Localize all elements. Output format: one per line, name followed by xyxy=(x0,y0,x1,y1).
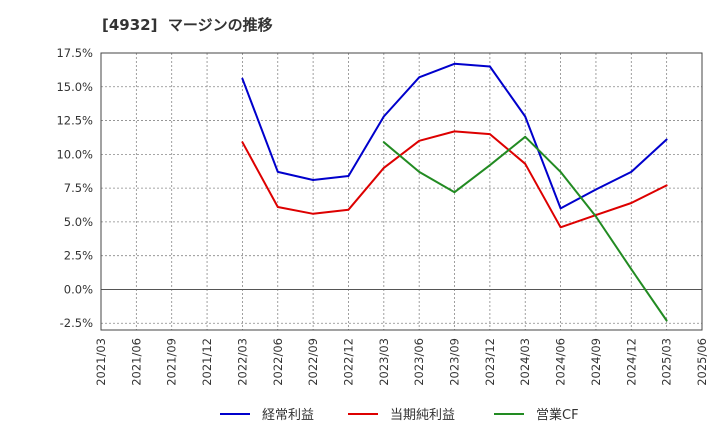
plot-area-border xyxy=(100,52,703,331)
data-point xyxy=(311,178,316,183)
data-point xyxy=(417,169,422,174)
x-tick-label: 2025/06 xyxy=(695,338,709,386)
x-tick-label: 2021/03 xyxy=(94,338,108,386)
data-point xyxy=(558,169,563,174)
data-point xyxy=(487,64,492,69)
data-point xyxy=(558,225,563,230)
x-tick-label: 2022/06 xyxy=(271,338,285,386)
x-tick-label: 2023/09 xyxy=(448,338,462,386)
data-point xyxy=(593,187,598,192)
series-line-3 xyxy=(382,135,668,322)
x-tick-label: 2022/03 xyxy=(235,338,249,386)
x-tick-label: 2023/06 xyxy=(412,338,426,386)
data-point xyxy=(240,76,245,81)
y-tick-label: 5.0% xyxy=(64,215,93,229)
x-tick-label: 2022/09 xyxy=(306,338,320,386)
data-point xyxy=(523,134,528,139)
y-tick-label: 17.5% xyxy=(56,46,93,60)
legend-label: 営業CF xyxy=(536,407,579,423)
data-point xyxy=(523,161,528,166)
x-tick-label: 2024/09 xyxy=(589,338,603,386)
data-point xyxy=(664,318,669,323)
data-point xyxy=(629,169,634,174)
y-tick-label: 12.5% xyxy=(56,114,93,128)
y-tick-label: 2.5% xyxy=(64,249,93,263)
data-point xyxy=(523,114,528,119)
data-point xyxy=(417,75,422,80)
data-point xyxy=(381,114,386,119)
data-point xyxy=(452,61,457,66)
data-point xyxy=(311,211,316,216)
legend: 経常利益 当期純利益 営業CF xyxy=(220,407,579,423)
y-tick-label: 10.0% xyxy=(56,147,93,161)
y-tick-label: 0.0% xyxy=(64,282,93,296)
data-point xyxy=(381,165,386,170)
x-tick-label: 2022/12 xyxy=(341,338,355,386)
data-point xyxy=(487,132,492,137)
series-layer xyxy=(240,61,669,323)
data-point xyxy=(275,169,280,174)
data-point xyxy=(629,267,634,272)
data-point xyxy=(629,200,634,205)
y-tick-label: -2.5% xyxy=(60,316,93,330)
data-point xyxy=(664,183,669,188)
grid-layer xyxy=(100,52,703,330)
x-tick-label: 2024/06 xyxy=(554,338,568,386)
data-point xyxy=(417,138,422,143)
data-point xyxy=(452,190,457,195)
axis-layer: 17.5% 15.0% 12.5% 10.0% 7.5% 5.0% 2.5% 0.0% -2.5… xyxy=(56,46,709,386)
data-point xyxy=(275,205,280,210)
x-tick-label: 2024/12 xyxy=(624,338,638,386)
series-line-1 xyxy=(241,62,668,210)
x-tick-label: 2025/03 xyxy=(660,338,674,386)
data-point xyxy=(487,163,492,168)
chart-title: [4932] マージンの推移 xyxy=(102,16,273,34)
x-tick-label: 2021/12 xyxy=(200,338,214,386)
x-tick-label: 2024/03 xyxy=(518,338,532,386)
legend-label: 経常利益 xyxy=(262,408,314,423)
y-tick-label: 7.5% xyxy=(64,181,93,195)
data-point xyxy=(593,214,598,219)
data-point xyxy=(452,129,457,134)
data-point xyxy=(558,206,563,211)
legend-label: 当期純利益 xyxy=(390,408,455,423)
data-point xyxy=(664,137,669,142)
x-tick-label: 2023/03 xyxy=(377,338,391,386)
x-tick-label: 2023/12 xyxy=(483,338,497,386)
data-point xyxy=(346,207,351,212)
data-point xyxy=(240,140,245,145)
data-point xyxy=(346,173,351,178)
x-tick-label: 2021/09 xyxy=(165,338,179,386)
data-point xyxy=(381,140,386,145)
y-tick-label: 15.0% xyxy=(56,80,93,94)
x-tick-label: 2021/06 xyxy=(129,338,143,386)
